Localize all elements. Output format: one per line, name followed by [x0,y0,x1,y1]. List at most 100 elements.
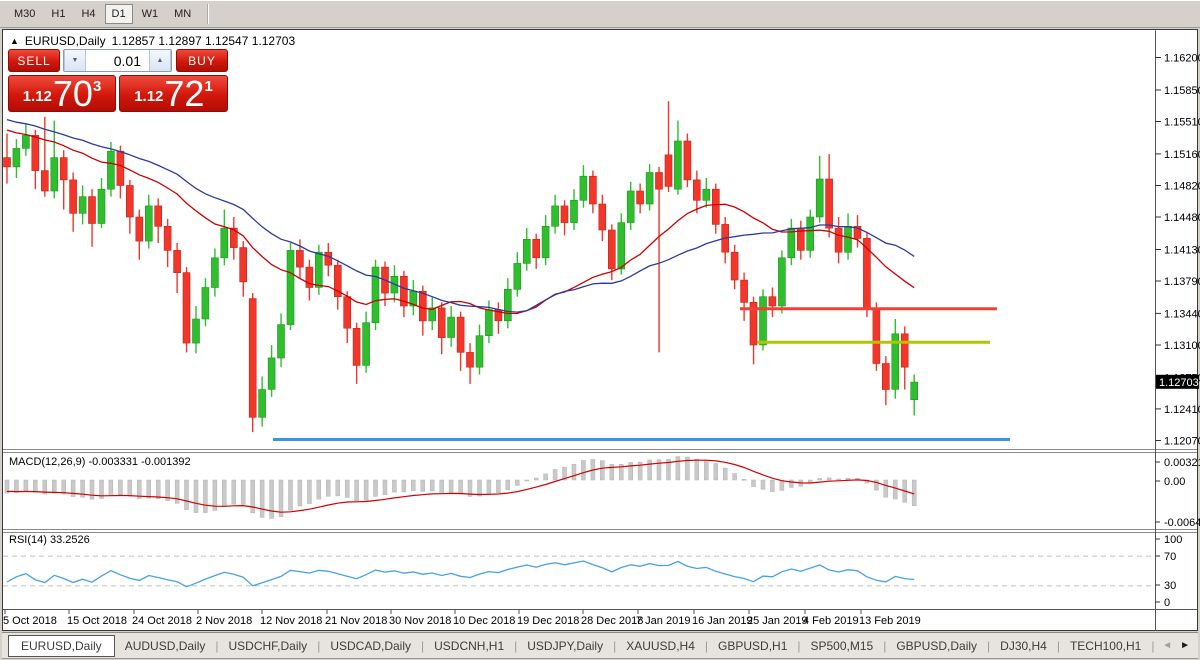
svg-text:10 Dec 2018: 10 Dec 2018 [453,615,515,627]
macd-histogram [4,456,917,519]
tab-separator: | [613,638,617,653]
svg-text:13 Feb 2019: 13 Feb 2019 [859,615,921,627]
timeframe-button-d1[interactable]: D1 [104,4,133,24]
buy-button[interactable]: BUY [176,49,228,72]
tab-scroll-right-icon[interactable]: ► [1180,640,1190,651]
svg-text:1.15850: 1.15850 [1164,85,1200,97]
date-axis: 5 Oct 2018 15 Oct 2018 24 Oct 2018 2 Nov 20… [3,609,921,627]
svg-text:1.13440: 1.13440 [1164,308,1200,320]
chart-tab-xauusd-h4[interactable]: XAUUSD,H4 [626,638,695,653]
chart-window-icon: ▲ [10,35,19,46]
svg-text:0: 0 [1164,597,1170,609]
svg-text:1.16200: 1.16200 [1164,53,1200,65]
chart-tab-gbpusd-daily[interactable]: GBPUSD,Daily [896,638,978,653]
timeframe-buttons: M30 H1 H4 D1 W1 MN [6,4,199,24]
tab-separator: | [421,638,425,653]
timeframe-button-m30[interactable]: M30 [7,4,42,24]
lot-increase-button[interactable]: ▲ [149,50,171,71]
buy-price-panel[interactable]: 1.12 72 1 [119,75,228,112]
tab-separator: | [883,638,887,653]
timeframe-button-h1[interactable]: H1 [44,4,72,24]
chart-tab-usdchf-daily[interactable]: USDCHF,Daily [228,638,308,653]
buy-price-sup: 1 [204,78,213,95]
lot-size-spinner: ▼ 0.01 ▲ [63,49,172,72]
tab-scroll-left-icon[interactable]: ◄ [1162,640,1173,651]
chart-tab-sp500-m15[interactable]: SP500,M15 [810,638,874,653]
svg-text:0.003216: 0.003216 [1164,457,1200,469]
svg-text:30: 30 [1164,580,1176,592]
svg-text:19 Dec 2018: 19 Dec 2018 [517,615,579,627]
svg-text:100: 100 [1164,534,1182,546]
chart-tabs: EURUSD,Daily AUDUSD,Daily | USDCHF,Daily | US… [2,634,1155,657]
rsi-indicator-label: RSI(14) 33.2526 [9,534,90,546]
svg-text:1.14130: 1.14130 [1164,245,1200,257]
tab-separator: | [317,638,321,653]
arrow-down-icon: ▼ [71,57,79,64]
svg-text:15 Oct 2018: 15 Oct 2018 [67,615,127,627]
tab-separator: | [704,638,709,653]
timeframe-button-w1[interactable]: W1 [135,4,166,24]
svg-text:16 Jan 2019: 16 Jan 2019 [692,615,753,627]
svg-text:1.14480: 1.14480 [1164,212,1200,224]
chart-tab-tech100-h1[interactable]: TECH100,H1 [1069,638,1142,653]
sell-price-big: 70 [52,73,93,114]
svg-text:1.13790: 1.13790 [1164,276,1200,288]
macd-signal-line [6,459,915,513]
price-axis: 1.16200 1.15850 1.15510 1.15160 1.14820 1.144… [1155,53,1200,448]
tab-separator: | [987,638,991,653]
indicator-axis: 0.003216 0.00 -0.006485 100 70 30 0 [1155,457,1200,609]
lot-decrease-button[interactable]: ▼ [64,50,86,71]
ma-fast-line [6,129,915,315]
chart-tab-usdcad-daily[interactable]: USDCAD,Daily [330,638,411,653]
chart-tab-usdjpy-daily[interactable]: USDJPY,Daily [527,638,604,653]
tab-scroll-arrows: ◄ ► [1154,640,1198,651]
svg-text:1.13100: 1.13100 [1164,340,1200,352]
tab-separator: | [215,638,219,653]
svg-text:24 Oct 2018: 24 Oct 2018 [132,615,192,627]
svg-text:1.14820: 1.14820 [1164,181,1200,193]
sell-price-prefix: 1.12 [22,88,52,105]
ma-slow-line [6,118,915,313]
buy-price-prefix: 1.12 [134,88,164,105]
chart-tab-gbpusd-h1[interactable]: GBPUSD,H1 [718,638,788,653]
macd-indicator-label: MACD(12,26,9) -0.003331 -0.001392 [9,456,191,468]
svg-text:1.15510: 1.15510 [1164,117,1200,129]
timeframe-button-h4[interactable]: H4 [74,4,102,24]
svg-text:2 Nov 2018: 2 Nov 2018 [196,615,252,627]
svg-text:28 Dec 2018: 28 Dec 2018 [581,615,643,627]
sell-button[interactable]: SELL [8,49,60,72]
chart-tab-bar: EURUSD,Daily AUDUSD,Daily | USDCHF,Daily | US… [2,632,1198,659]
svg-text:70: 70 [1164,551,1176,563]
svg-text:5 Oct 2018: 5 Oct 2018 [3,615,57,627]
svg-text:21 Nov 2018: 21 Nov 2018 [325,615,387,627]
svg-text:12 Nov 2018: 12 Nov 2018 [260,615,322,627]
svg-text:0.00: 0.00 [1164,476,1185,488]
chart-tab-usdcnh-h1[interactable]: USDCNH,H1 [434,638,505,653]
tab-separator: | [1151,638,1155,653]
chart-ohlc-quote: 1.12857 1.12897 1.12547 1.12703 [111,34,296,48]
buy-price-big: 72 [164,73,205,114]
timeframe-button-mn[interactable]: MN [167,4,198,24]
chart-tab-audusd-daily[interactable]: AUDUSD,Daily [124,638,206,653]
candles-layer [3,101,919,433]
current-price-tag: 1.12703 [1156,374,1199,389]
rsi-line [6,560,915,588]
svg-text:4 Feb 2019: 4 Feb 2019 [803,615,859,627]
chart-tab-dj30-h4[interactable]: DJ30,H4 [1000,638,1047,653]
svg-text:25 Jan 2019: 25 Jan 2019 [747,615,808,627]
chart-title: ▲ EURUSD,Daily 1.12857 1.12897 1.12547 1… [10,34,295,48]
sell-price-panel[interactable]: 1.12 70 3 [8,75,116,112]
tab-separator: | [1056,638,1060,653]
tab-separator: | [514,638,518,653]
arrow-up-icon: ▲ [156,57,164,64]
chart-tab-eurusd-daily[interactable]: EURUSD,Daily [8,634,115,657]
svg-text:1.12070: 1.12070 [1164,436,1200,448]
lot-size-field[interactable]: 0.01 [86,50,149,71]
svg-text:30 Nov 2018: 30 Nov 2018 [389,615,451,627]
svg-text:1.12703: 1.12703 [1159,377,1199,389]
tab-separator: | [797,638,801,653]
sell-price-sup: 3 [92,78,102,95]
svg-text:7 Jan 2019: 7 Jan 2019 [636,615,690,627]
svg-text:1.12410: 1.12410 [1164,404,1200,416]
toolbar-separator [207,4,210,24]
